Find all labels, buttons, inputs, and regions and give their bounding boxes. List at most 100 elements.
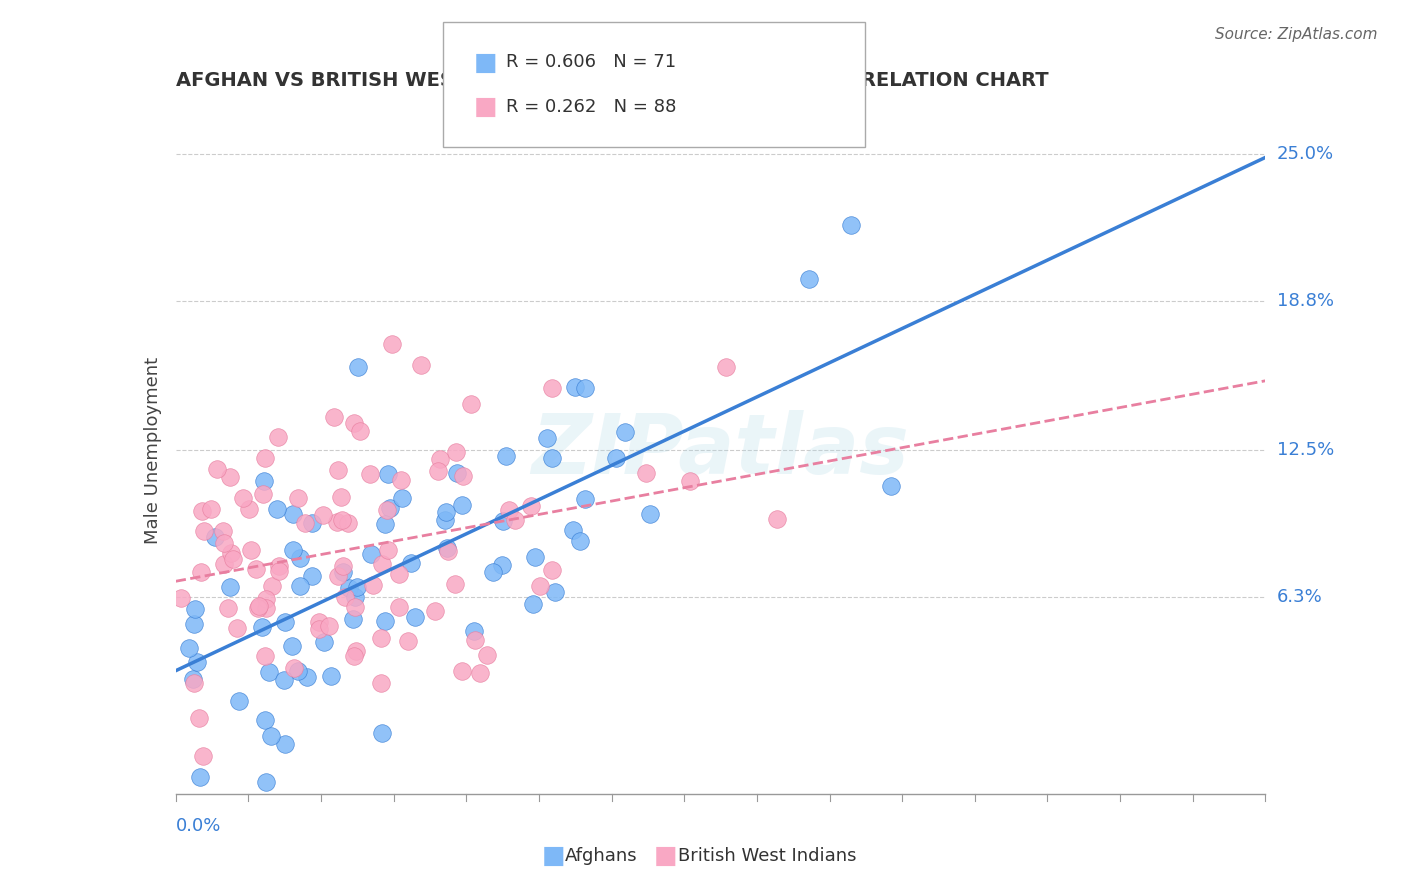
British West Indians: [375, 503, 398, 517]
Afghans: [332, 565, 354, 579]
Text: R = 0.606   N = 71: R = 0.606 N = 71: [506, 54, 676, 71]
British West Indians: [256, 600, 278, 615]
Text: British West Indians: British West Indians: [678, 847, 856, 865]
British West Indians: [205, 462, 228, 476]
British West Indians: [239, 543, 262, 558]
British West Indians: [437, 543, 460, 558]
Afghans: [337, 581, 360, 595]
British West Indians: [359, 467, 381, 481]
British West Indians: [326, 463, 349, 477]
British West Indians: [188, 711, 211, 725]
Afghans: [404, 610, 426, 624]
British West Indians: [529, 579, 551, 593]
Afghans: [312, 635, 335, 649]
British West Indians: [503, 513, 526, 527]
Afghans: [574, 491, 596, 506]
Afghans: [281, 507, 304, 521]
British West Indians: [425, 604, 447, 618]
British West Indians: [370, 631, 392, 645]
Text: Source: ZipAtlas.com: Source: ZipAtlas.com: [1215, 27, 1378, 42]
Afghans: [342, 612, 364, 626]
British West Indians: [260, 579, 283, 593]
Afghans: [346, 580, 368, 594]
Afghans: [495, 449, 517, 463]
British West Indians: [330, 491, 353, 505]
Text: ■: ■: [474, 51, 498, 74]
Afghans: [434, 505, 457, 519]
Afghans: [281, 639, 304, 653]
British West Indians: [308, 622, 330, 636]
British West Indians: [253, 451, 276, 466]
British West Indians: [267, 430, 290, 444]
British West Indians: [254, 648, 277, 663]
Text: ■: ■: [654, 845, 678, 868]
British West Indians: [381, 337, 404, 351]
British West Indians: [468, 666, 491, 681]
Text: ZIPatlas: ZIPatlas: [531, 410, 910, 491]
British West Indians: [232, 491, 254, 505]
Text: 25.0%: 25.0%: [1277, 145, 1334, 163]
British West Indians: [388, 566, 411, 581]
Afghans: [260, 729, 283, 743]
Afghans: [541, 450, 564, 465]
British West Indians: [371, 557, 394, 571]
British West Indians: [765, 512, 787, 526]
British West Indians: [247, 599, 270, 613]
Afghans: [522, 597, 544, 611]
British West Indians: [540, 563, 562, 577]
British West Indians: [218, 469, 240, 483]
Afghans: [301, 516, 323, 530]
British West Indians: [716, 359, 738, 374]
British West Indians: [267, 565, 290, 579]
British West Indians: [219, 546, 242, 560]
Afghans: [273, 615, 295, 630]
British West Indians: [388, 600, 411, 615]
British West Indians: [444, 445, 467, 459]
British West Indians: [191, 504, 214, 518]
Afghans: [290, 550, 312, 565]
Afghans: [482, 565, 505, 579]
British West Indians: [343, 649, 366, 664]
Afghans: [183, 616, 205, 631]
British West Indians: [332, 558, 354, 573]
British West Indians: [464, 633, 486, 648]
Afghans: [290, 578, 312, 592]
Text: 0.0%: 0.0%: [176, 816, 221, 835]
Afghans: [273, 673, 295, 687]
British West Indians: [426, 463, 449, 477]
Text: 6.3%: 6.3%: [1277, 589, 1322, 607]
Afghans: [219, 580, 242, 594]
British West Indians: [245, 562, 267, 576]
Afghans: [491, 558, 513, 572]
Afghans: [266, 502, 288, 516]
Afghans: [274, 737, 297, 751]
Afghans: [378, 501, 401, 516]
British West Indians: [323, 409, 346, 424]
British West Indians: [389, 473, 412, 487]
British West Indians: [267, 559, 290, 574]
Afghans: [374, 614, 396, 628]
British West Indians: [212, 536, 235, 550]
British West Indians: [254, 591, 277, 606]
Afghans: [183, 672, 205, 686]
British West Indians: [363, 578, 385, 592]
British West Indians: [193, 749, 215, 764]
British West Indians: [283, 661, 305, 675]
British West Indians: [343, 416, 366, 430]
British West Indians: [190, 566, 212, 580]
British West Indians: [226, 621, 249, 635]
Afghans: [228, 694, 250, 708]
Afghans: [347, 359, 370, 374]
Afghans: [177, 641, 200, 656]
Afghans: [536, 431, 558, 445]
British West Indians: [212, 524, 235, 538]
British West Indians: [287, 491, 309, 505]
Text: R = 0.262   N = 88: R = 0.262 N = 88: [506, 98, 676, 116]
British West Indians: [183, 676, 205, 690]
British West Indians: [238, 502, 260, 516]
Afghans: [259, 665, 281, 679]
Afghans: [190, 770, 212, 784]
British West Indians: [411, 359, 433, 373]
British West Indians: [200, 501, 222, 516]
British West Indians: [308, 615, 330, 630]
